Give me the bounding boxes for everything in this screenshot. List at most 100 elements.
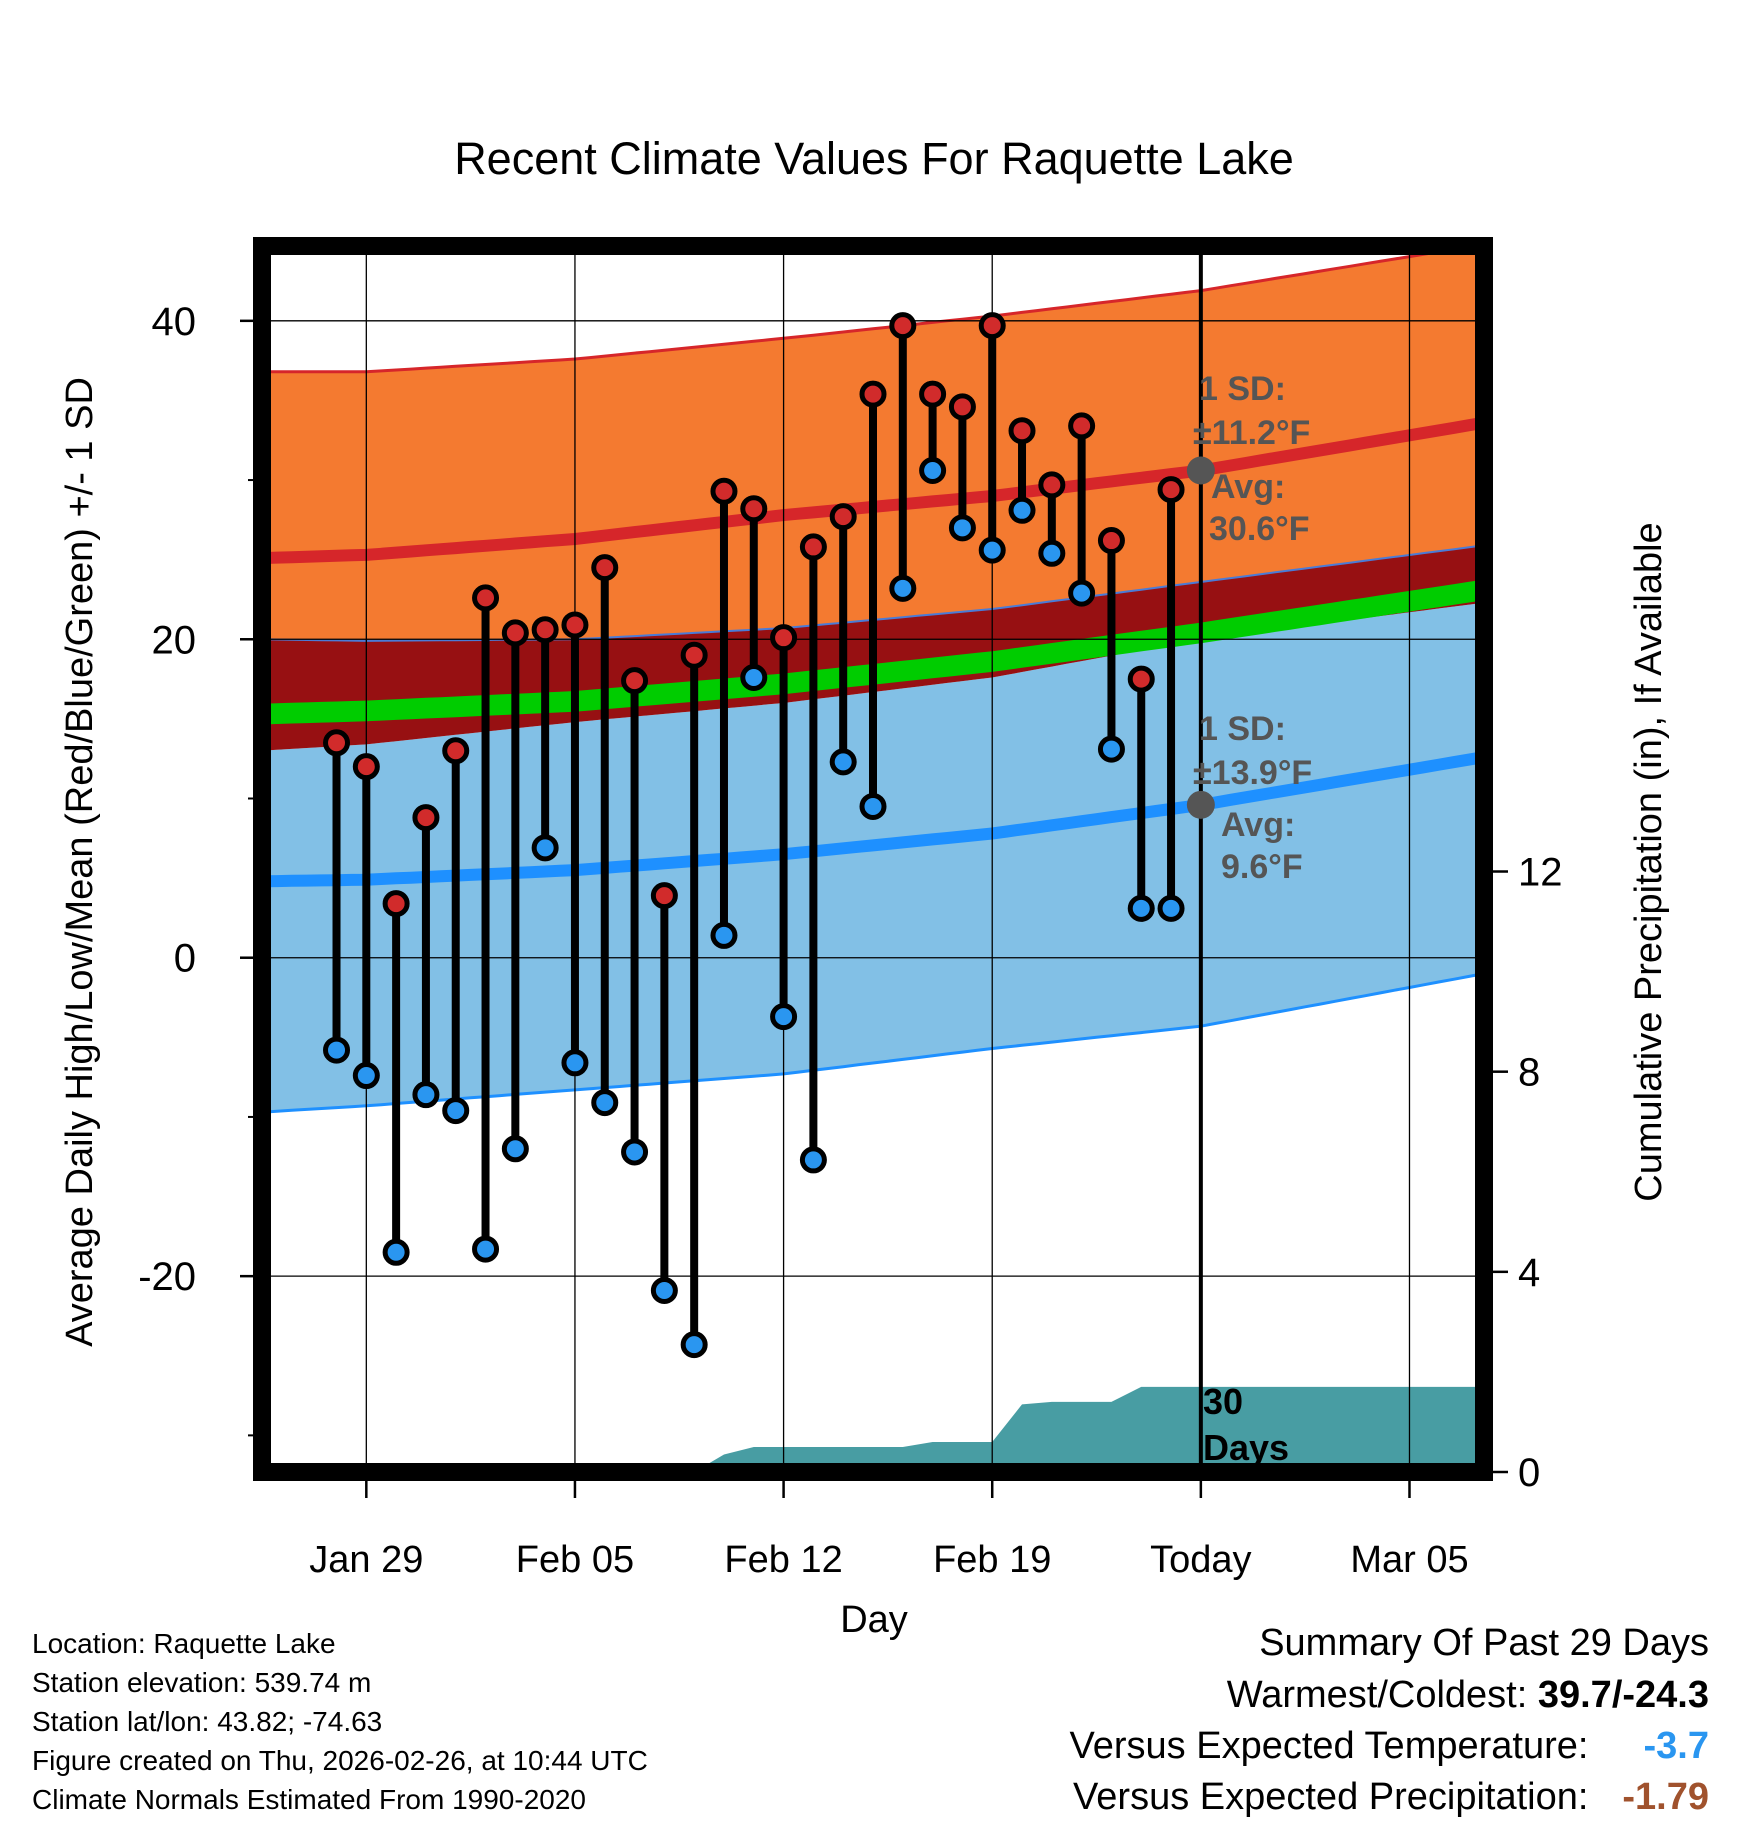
high-point-23 [1008, 417, 1036, 445]
daily-observations [323, 312, 1185, 1359]
low-point-13 [710, 921, 738, 949]
y-tick-label-0: 40 [152, 300, 197, 344]
high-point-1 [352, 753, 380, 781]
high-point-20 [919, 380, 947, 408]
x-axis: Jan 29 Feb 05 Feb 12 Feb 19 Today Mar 05 [309, 1480, 1469, 1581]
low-point-20 [919, 457, 947, 485]
high-point-7 [531, 616, 559, 644]
low-point-10 [621, 1138, 649, 1166]
high-point-0 [323, 729, 351, 757]
low-point-5 [472, 1235, 500, 1263]
high-point-9 [591, 554, 619, 582]
low-point-4 [442, 1097, 470, 1125]
y-tick-label-2: 0 [174, 937, 196, 981]
low-point-21 [948, 514, 976, 542]
high-point-26 [1097, 527, 1125, 555]
summary-precip: Versus Expected Precipitation: -1.79 [1073, 1772, 1709, 1823]
avg-low-value: 9.6°F [1221, 848, 1303, 886]
high-point-14 [740, 495, 768, 523]
high-point-6 [501, 619, 529, 647]
high-point-22 [978, 312, 1006, 340]
y-axis-label: Average Daily High/Low/Mean (Red/Blue/Gr… [59, 377, 101, 1347]
x-axis-label: Day [840, 1599, 908, 1641]
high-point-4 [442, 737, 470, 765]
low-point-16 [799, 1146, 827, 1174]
high-point-5 [472, 584, 500, 612]
summary-warm-cold: Warmest/Coldest: 39.7/-24.3 [1227, 1670, 1709, 1721]
high-point-13 [710, 477, 738, 505]
low-point-1 [352, 1062, 380, 1090]
y-axis-right: 12 8 4 0 [1492, 851, 1563, 1495]
low-point-6 [501, 1135, 529, 1163]
precipitation-area [262, 1386, 1484, 1472]
footer-elevation: Station elevation: 539.74 m [32, 1667, 372, 1698]
high-point-3 [412, 804, 440, 832]
high-point-27 [1127, 665, 1155, 693]
summary-temp: Versus Expected Temperature: -3.7 [1070, 1721, 1709, 1772]
low-point-27 [1127, 894, 1155, 922]
low-point-0 [323, 1036, 351, 1064]
high-point-8 [561, 611, 589, 639]
low-point-9 [591, 1089, 619, 1117]
summary-temp-value: -3.7 [1643, 1725, 1709, 1767]
x-tick-label-2: Feb 12 [724, 1539, 842, 1581]
footer-location: Location: Raquette Lake [32, 1628, 336, 1659]
high-point-19 [889, 312, 917, 340]
chart-title: Recent Climate Values For Raquette Lake [454, 133, 1294, 184]
window-days-number: 30 [1203, 1381, 1243, 1422]
high-point-11 [650, 882, 678, 910]
summary-precip-label: Versus Expected Precipitation: [1073, 1776, 1589, 1818]
low-point-23 [1008, 496, 1036, 524]
avg-high-value: 30.6°F [1209, 510, 1310, 548]
summary-warm-cold-label: Warmest/Coldest: [1226, 1674, 1528, 1716]
low-point-14 [740, 663, 768, 691]
high-point-10 [621, 667, 649, 695]
low-point-22 [978, 536, 1006, 564]
high-point-2 [382, 890, 410, 918]
low-point-24 [1038, 539, 1066, 567]
high-point-17 [829, 503, 857, 531]
summary-warm-cold-value: 39.7/-24.3 [1537, 1674, 1709, 1716]
sd-high-value: ±11.2°F [1193, 414, 1310, 452]
footer-normals: Climate Normals Estimated From 1990-2020 [32, 1784, 586, 1815]
sd-low-value: ±13.9°F [1193, 754, 1312, 792]
avg-high-label: Avg: [1211, 468, 1285, 506]
y2-tick-label-1: 8 [1518, 1051, 1540, 1095]
y2-tick-label-0: 12 [1518, 851, 1563, 895]
x-tick-label-1: Feb 05 [516, 1539, 634, 1581]
window-days-label: Days [1203, 1427, 1289, 1468]
high-point-24 [1038, 471, 1066, 499]
x-tick-label-0: Jan 29 [309, 1539, 423, 1581]
high-point-15 [770, 624, 798, 652]
x-tick-label-5: Mar 05 [1350, 1539, 1468, 1581]
low-point-17 [829, 748, 857, 776]
low-sd-band [262, 602, 1484, 1113]
avg-low-label: Avg: [1221, 806, 1295, 844]
y-tick-label-3: -20 [138, 1255, 196, 1299]
sd-high-label: 1 SD: [1199, 370, 1286, 408]
high-point-25 [1068, 412, 1096, 440]
low-point-8 [561, 1049, 589, 1077]
low-point-12 [680, 1331, 708, 1359]
x-tick-label-4: Today [1150, 1539, 1251, 1581]
y-axis-left: 40 20 0 -20 [138, 300, 256, 1437]
low-point-26 [1097, 735, 1125, 763]
y2-tick-label-2: 4 [1518, 1251, 1540, 1295]
footer-latlon: Station lat/lon: 43.82; -74.63 [32, 1706, 383, 1737]
high-point-18 [859, 380, 887, 408]
low-point-2 [382, 1238, 410, 1266]
low-point-11 [650, 1276, 678, 1304]
high-point-21 [948, 393, 976, 421]
low-point-28 [1157, 894, 1185, 922]
footer-created: Figure created on Thu, 2026-02-26, at 10… [32, 1745, 648, 1776]
low-point-25 [1068, 579, 1096, 607]
avg-high-marker [1186, 456, 1215, 485]
low-point-18 [859, 792, 887, 820]
y2-axis-label: Cumulative Precipitation (in), If Availa… [1628, 522, 1670, 1201]
low-point-19 [889, 574, 917, 602]
high-point-16 [799, 533, 827, 561]
y-tick-label-1: 20 [152, 618, 197, 662]
summary-title: Summary Of Past 29 Days [1259, 1622, 1709, 1664]
low-lower-sd-line [262, 972, 1484, 1114]
